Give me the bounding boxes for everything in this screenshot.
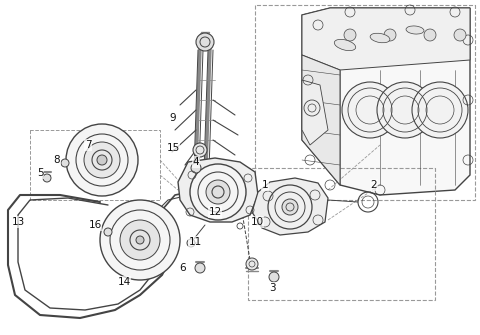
Text: 15: 15	[167, 143, 180, 153]
Text: 6: 6	[180, 263, 186, 273]
Circle shape	[282, 199, 298, 215]
Circle shape	[136, 236, 144, 244]
Circle shape	[384, 29, 396, 41]
Ellipse shape	[406, 26, 424, 34]
Circle shape	[84, 142, 120, 178]
Circle shape	[269, 272, 279, 282]
Circle shape	[100, 200, 180, 280]
Circle shape	[342, 82, 398, 138]
Text: 10: 10	[251, 217, 264, 227]
Circle shape	[191, 163, 201, 173]
Circle shape	[43, 174, 51, 182]
Ellipse shape	[370, 33, 390, 43]
Circle shape	[190, 164, 246, 220]
Polygon shape	[302, 8, 470, 195]
Circle shape	[97, 155, 107, 165]
Circle shape	[104, 228, 112, 236]
Circle shape	[120, 220, 160, 260]
Circle shape	[193, 143, 207, 157]
Text: 7: 7	[84, 140, 91, 150]
Circle shape	[196, 33, 214, 51]
Circle shape	[206, 180, 230, 204]
Polygon shape	[302, 55, 340, 185]
Circle shape	[66, 124, 138, 196]
Circle shape	[246, 258, 258, 270]
Polygon shape	[252, 178, 328, 235]
Text: 1: 1	[262, 180, 268, 190]
Circle shape	[61, 159, 69, 167]
Text: 11: 11	[188, 237, 202, 247]
Circle shape	[268, 185, 312, 229]
Polygon shape	[302, 8, 470, 70]
Circle shape	[412, 82, 468, 138]
Circle shape	[195, 263, 205, 273]
Text: 5: 5	[36, 168, 43, 178]
Text: 16: 16	[88, 220, 102, 230]
Circle shape	[424, 29, 436, 41]
Polygon shape	[302, 80, 328, 145]
Text: 2: 2	[371, 180, 377, 190]
Circle shape	[344, 29, 356, 41]
Polygon shape	[178, 158, 258, 222]
Text: 4: 4	[192, 157, 199, 167]
Text: 14: 14	[118, 277, 131, 287]
Text: 12: 12	[208, 207, 222, 217]
Text: 8: 8	[54, 155, 60, 165]
Circle shape	[454, 29, 466, 41]
Text: 13: 13	[12, 217, 24, 227]
Text: 3: 3	[269, 283, 276, 293]
Text: 9: 9	[170, 113, 176, 123]
Ellipse shape	[334, 40, 356, 51]
Circle shape	[377, 82, 433, 138]
Circle shape	[187, 239, 195, 247]
